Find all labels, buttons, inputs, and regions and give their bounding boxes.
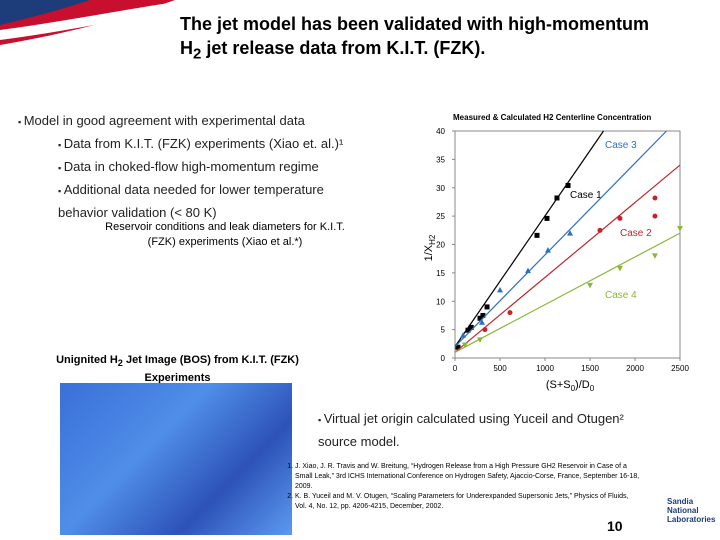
x-tick-label: 2000	[626, 364, 644, 373]
caption-text: Unignited H	[56, 354, 118, 366]
data-point	[651, 253, 658, 259]
y-tick-label: 0	[441, 354, 446, 363]
label-part: 0	[571, 384, 576, 393]
chart: Measured & Calculated H2 Centerline Conc…	[423, 113, 689, 393]
logo-text: Laboratories	[667, 515, 716, 524]
series-label: Case 3	[605, 140, 637, 151]
data-point	[554, 195, 560, 201]
x-tick-label: 1000	[536, 364, 554, 373]
data-point	[652, 195, 658, 201]
series-label: Case 4	[605, 290, 637, 301]
jet-image	[60, 383, 292, 535]
y-tick-label: 35	[436, 155, 445, 164]
data-point	[587, 282, 593, 289]
data-point	[544, 247, 551, 253]
series-label: Case 1	[570, 190, 602, 201]
fit-line	[454, 232, 681, 353]
title-line: The jet model has been validated with hi…	[180, 14, 650, 34]
caption-sub: 2	[117, 358, 123, 369]
label-part: 1/X	[423, 244, 435, 261]
caption-text: Jet Image (BOS) from K.I.T. (FZK) Experi…	[122, 354, 299, 385]
y-tick-label: 15	[436, 269, 445, 278]
data-point	[544, 215, 550, 221]
chart-title: Measured & Calculated H2 Centerline Conc…	[453, 113, 651, 122]
y-tick-label: 5	[441, 326, 446, 335]
data-point	[567, 230, 574, 236]
image-caption: Unignited H2 Jet Image (BOS) from K.I.T.…	[55, 353, 300, 386]
data-point	[507, 310, 513, 316]
logo: Sandia National Laboratories	[667, 497, 715, 524]
bullet: Virtual jet origin calculated using Yuce…	[318, 408, 638, 452]
label-part: (S+S	[546, 379, 571, 391]
table-caption: Reservoir conditions and leak diameters …	[105, 221, 345, 248]
label-part: )/D	[575, 379, 590, 391]
y-tick-label: 20	[436, 241, 445, 250]
title-sub: 2	[193, 45, 202, 63]
fit-line	[454, 130, 667, 348]
fit-line	[454, 130, 604, 347]
x-axis-label: (S+S0)/D0	[546, 379, 595, 393]
data-point	[484, 304, 490, 310]
data-point	[652, 213, 658, 219]
bullet: Additional data needed for lower tempera…	[58, 179, 348, 223]
data-point	[677, 226, 683, 232]
data-point	[617, 215, 623, 221]
data-point	[482, 327, 488, 333]
logo-text: Sandia	[667, 497, 694, 506]
title-text: H	[180, 38, 193, 58]
title-text: jet release data from K.I.T. (FZK).	[201, 38, 486, 58]
data-point	[460, 332, 467, 338]
label-part: H2	[428, 234, 437, 245]
data-point	[524, 267, 531, 274]
data-point	[565, 182, 571, 188]
fit-line	[454, 164, 681, 353]
x-tick-label: 1500	[581, 364, 599, 373]
x-tick-label: 2500	[671, 364, 689, 373]
y-tick-label: 10	[436, 297, 445, 306]
data-point	[479, 319, 485, 325]
slide-title: The jet model has been validated with hi…	[180, 12, 649, 67]
y-tick-label: 30	[436, 184, 445, 193]
x-tick-label: 500	[493, 364, 507, 373]
references: J. Xiao, J. R. Travis and W. Breitung, “…	[283, 462, 640, 512]
y-tick-label: 25	[436, 212, 445, 221]
bullets: Model in good agreement with experimenta…	[18, 110, 378, 223]
y-tick-label: 40	[436, 127, 445, 136]
bullet: Data from K.I.T. (FZK) experiments (Xiao…	[58, 133, 358, 156]
logo-text: National	[667, 506, 699, 515]
label-part: 0	[590, 384, 595, 393]
data-point	[477, 337, 484, 343]
reference: K. B. Yuceil and M. V. Otugen, “Scaling …	[295, 492, 640, 512]
page-number: 10	[607, 518, 623, 534]
data-point	[616, 265, 623, 272]
data-point	[461, 342, 468, 348]
series-label: Case 2	[620, 228, 652, 239]
data-point	[497, 286, 503, 293]
reference: J. Xiao, J. R. Travis and W. Breitung, “…	[295, 462, 640, 492]
flag-decoration	[0, 0, 175, 45]
y-axis-label: 1/XH2	[423, 234, 437, 261]
x-tick-label: 0	[453, 364, 458, 373]
data-point	[597, 227, 603, 233]
data-point	[534, 232, 540, 238]
bullet: Data in choked-flow high-momentum regime	[58, 156, 358, 179]
bullet: Model in good agreement with experimenta…	[18, 110, 378, 133]
